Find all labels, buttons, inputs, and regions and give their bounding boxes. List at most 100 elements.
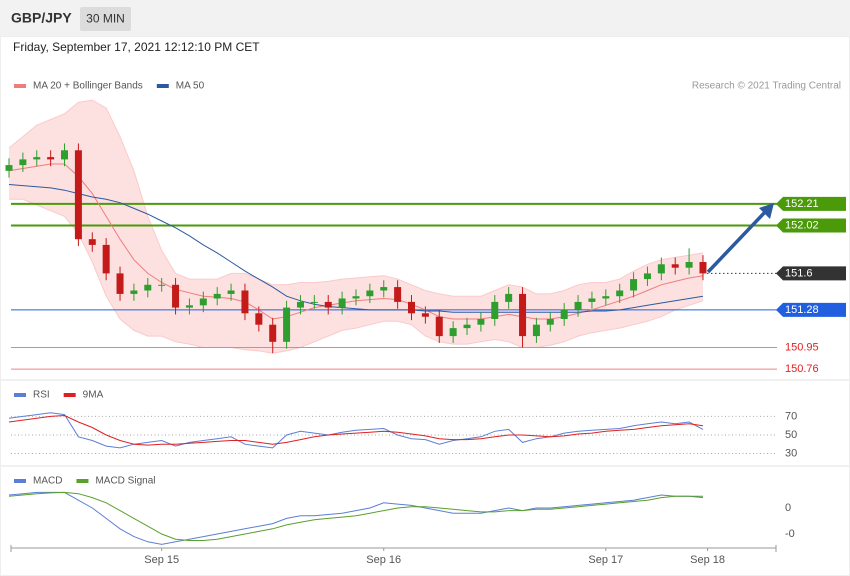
candle-body: [283, 307, 291, 342]
candle-body: [643, 273, 651, 280]
candle-body: [5, 165, 13, 171]
date: Friday, September 17, 2021 12:12:10 PM C…: [13, 40, 260, 54]
candle-body: [546, 319, 554, 325]
candle-body: [519, 293, 527, 337]
interval-box[interactable]: [80, 7, 131, 31]
candle-body: [574, 301, 582, 310]
candle-body: [352, 296, 360, 299]
candle-body: [588, 298, 596, 302]
level-label: 150.95: [785, 341, 819, 353]
bollinger-lower: [9, 198, 704, 354]
legend-swatch: [14, 84, 26, 88]
candle-body: [616, 290, 624, 297]
candle-body: [630, 279, 638, 291]
candle-body: [61, 150, 69, 160]
y-tick-label: 50: [785, 429, 797, 441]
legend-swatch: [14, 479, 26, 483]
x-tick-label: Sep 16: [366, 554, 401, 566]
series-line: [8, 414, 704, 446]
legend-label: RSI: [33, 390, 50, 401]
legend-label: MACD Signal: [95, 476, 155, 487]
series-line: [8, 412, 704, 449]
legend-swatch: [63, 393, 76, 397]
legend-label: MA 20 + Bollinger Bands: [33, 81, 143, 92]
candle-body: [408, 301, 416, 314]
candle-body: [241, 290, 249, 314]
bollinger-upper: [8, 99, 704, 297]
candle-body: [685, 262, 693, 268]
legend-swatch: [156, 84, 169, 88]
forecast-arrowhead: [759, 203, 774, 219]
candle-body: [421, 313, 429, 317]
candle-body: [116, 273, 124, 294]
candle-body: [657, 264, 665, 274]
candle-body: [477, 319, 485, 325]
candle-body: [435, 316, 443, 337]
candle-body: [380, 287, 388, 291]
candle-body: [366, 290, 374, 297]
header-bar: [0, 0, 850, 36]
candle-body: [144, 284, 152, 291]
candle-body: [213, 293, 221, 299]
candle-body: [532, 324, 540, 337]
candle-body: [172, 284, 180, 308]
series-line: [8, 491, 703, 541]
y-tick-label: 0: [785, 502, 791, 514]
forecast-arrow: [706, 209, 768, 274]
y-tick-label: 30: [785, 447, 797, 459]
credit: Research © 2021 Trading Central: [692, 81, 841, 92]
candle-body: [269, 324, 277, 342]
candle-body: [130, 290, 138, 294]
legend-label: MA 50: [176, 81, 205, 92]
legend-label: 9MA: [83, 390, 104, 401]
candle-body: [463, 324, 471, 329]
candle-body: [560, 309, 568, 319]
candle-body: [699, 262, 707, 274]
level-label: 151.6: [785, 267, 813, 279]
x-tick-label: Sep 15: [144, 554, 179, 566]
level-tag: [776, 218, 846, 233]
candle-body: [255, 313, 263, 325]
candle-body: [449, 328, 457, 337]
candle-body: [394, 287, 402, 302]
candle-body: [158, 284, 166, 286]
candle-body: [338, 298, 346, 308]
level-tag: [776, 302, 846, 317]
candle-body: [491, 301, 499, 319]
candle-body: [505, 293, 513, 302]
x-tick-label: Sep 18: [690, 554, 725, 566]
candle-body: [88, 239, 96, 245]
level-label: 152.02: [785, 219, 819, 231]
y-tick-label: 70: [785, 410, 797, 422]
level-tag: [776, 266, 846, 281]
candle-body: [199, 298, 207, 306]
candle-body: [671, 264, 679, 268]
candle-body: [296, 301, 304, 308]
candle-body: [33, 157, 41, 160]
candle-body: [74, 150, 82, 240]
legend-swatch: [14, 393, 26, 397]
legend-label: MACD: [33, 476, 62, 487]
candle-body: [310, 301, 318, 303]
symbol: GBP/JPY: [11, 10, 72, 26]
x-tick-label: Sep 17: [588, 554, 623, 566]
candle-body: [185, 305, 193, 308]
y-tick-label: -0: [785, 528, 795, 540]
candle-body: [324, 301, 332, 308]
candle-body: [102, 244, 110, 274]
level-label: 152.21: [785, 198, 819, 210]
bollinger-band: [9, 100, 703, 354]
candle-body: [227, 290, 235, 294]
legend-swatch: [76, 479, 89, 483]
candle-body: [19, 159, 27, 166]
level-label: 150.76: [785, 363, 819, 375]
moving-average: [8, 184, 704, 313]
candle-body: [602, 296, 610, 299]
series-line: [8, 491, 704, 545]
level-tag: [776, 196, 846, 211]
level-label: 151.28: [785, 304, 819, 316]
candle-body: [47, 157, 55, 160]
interval[interactable]: 30 MIN: [86, 12, 125, 26]
